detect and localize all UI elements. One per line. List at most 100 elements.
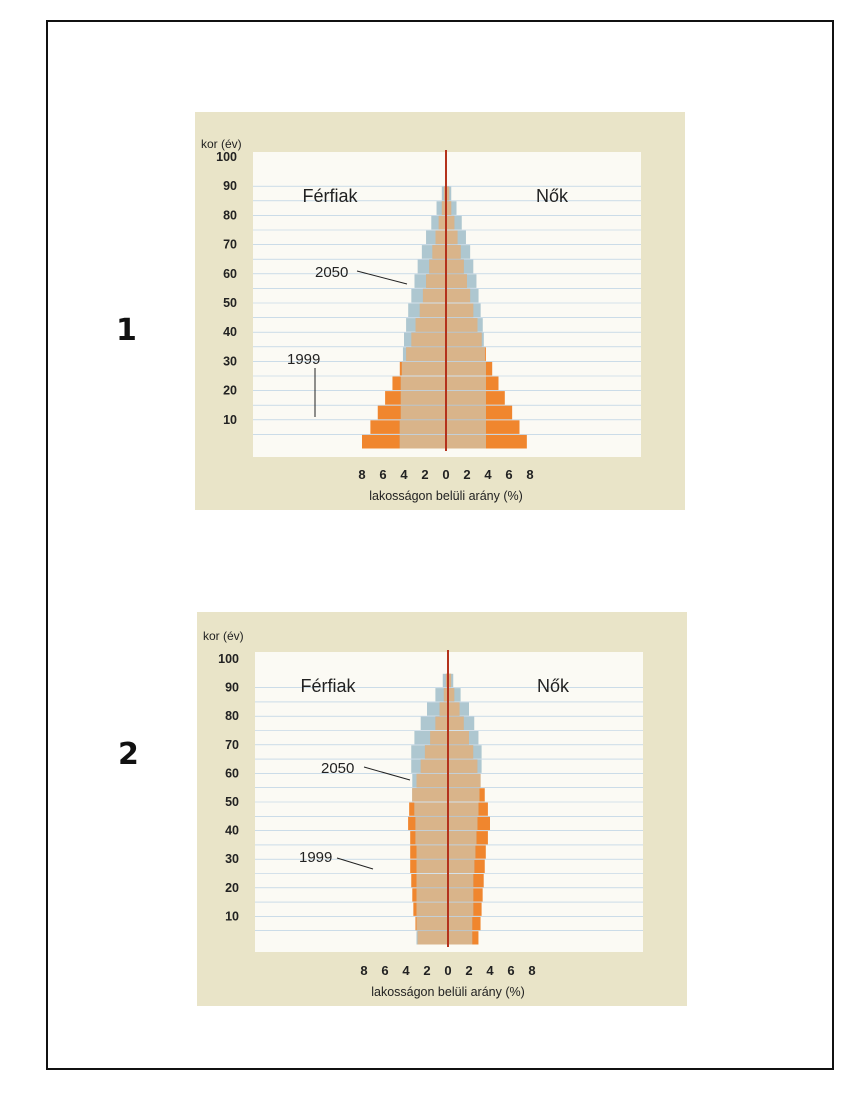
annotation-2050-pointer [356,270,408,285]
bar-overlap-female-40-45 [448,816,478,831]
x-tick-label: 6 [381,963,388,978]
y-tick-label: 50 [225,795,239,809]
figure-label-2: 2 [118,737,139,772]
y-tick-label: 40 [225,824,239,838]
bar-overlap-male-5-10 [399,420,446,434]
x-tick-label: 2 [423,963,430,978]
bar-2050-male-90-95 [442,673,448,688]
x-tick-label: 8 [360,963,367,978]
y-tick-label: 20 [223,384,237,398]
bar-overlap-male-60-65 [429,259,446,274]
bar-overlap-male-40-45 [415,816,448,831]
bar-overlap-male-15-20 [416,888,448,902]
bar-overlap-female-55-60 [448,773,481,788]
annotation-2050: 2050 [321,760,354,777]
y-tick-label: 100 [216,150,237,164]
bar-overlap-male-0-5 [417,931,448,945]
y-tick-label: 80 [223,208,237,222]
x-tick-label: 8 [528,963,535,978]
y-tick-label: 60 [225,766,239,780]
y-tick-label: 20 [225,881,239,895]
y-tick-label: 90 [223,179,237,193]
bar-overlap-female-25-30 [446,361,486,376]
y-tick-label: 90 [225,681,239,695]
bar-overlap-female-85-90 [446,186,450,201]
bar-overlap-female-75-80 [446,215,455,230]
y-tick-label: 80 [225,709,239,723]
bar-overlap-male-45-50 [419,303,446,318]
bar-overlap-male-80-85 [441,201,446,215]
bar-overlap-male-10-15 [400,405,446,420]
bar-overlap-female-40-45 [446,318,478,332]
bar-overlap-male-15-20 [400,391,446,405]
bar-overlap-female-50-55 [446,288,471,303]
bar-overlap-male-65-70 [432,245,446,259]
y-tick-label: 50 [223,296,237,310]
bar-overlap-female-15-20 [448,888,474,902]
bar-overlap-female-50-55 [448,788,480,802]
bar-overlap-female-85-90 [448,688,455,702]
bar-overlap-male-70-75 [430,731,448,745]
bar-overlap-male-50-55 [422,288,446,303]
bar-overlap-male-85-90 [443,688,448,702]
bar-overlap-female-25-30 [448,859,475,873]
x-tick-label: 6 [507,963,514,978]
bar-overlap-male-75-80 [438,215,446,230]
bar-overlap-female-70-75 [446,230,458,245]
x-tick-label: 6 [505,467,512,482]
bar-overlap-female-10-15 [446,405,486,420]
bar-overlap-male-50-55 [412,788,448,802]
y-tick-label: 70 [225,738,239,752]
bar-overlap-male-55-60 [416,773,448,788]
x-tick-label: 0 [444,963,451,978]
bar-overlap-male-20-25 [416,874,448,888]
bar-overlap-female-70-75 [448,731,469,745]
bar-overlap-female-35-40 [448,831,477,845]
bar-overlap-male-90-95 [445,673,448,688]
x-axis-label: lakosságon belüli arány (%) [371,985,525,999]
bar-overlap-male-60-65 [420,759,448,773]
bar-overlap-male-5-10 [416,916,448,931]
group-label-female: Nők [537,676,570,696]
bar-overlap-female-65-70 [448,745,474,759]
bar-overlap-female-30-35 [448,845,476,859]
bar-overlap-female-60-65 [446,259,464,274]
bar-overlap-female-10-15 [448,902,474,916]
bar-overlap-male-40-45 [415,318,446,332]
bar-overlap-male-70-75 [435,230,446,245]
bar-overlap-male-75-80 [435,716,448,730]
x-tick-label: 4 [486,963,494,978]
bar-overlap-female-20-25 [448,874,474,888]
bar-overlap-male-85-90 [443,186,446,201]
x-tick-label: 4 [402,963,410,978]
bar-overlap-male-10-15 [416,902,448,916]
bar-overlap-male-55-60 [426,274,446,288]
annotation-2050-pointer [363,766,411,781]
group-label-male: Férfiak [300,676,356,696]
bar-overlap-female-0-5 [448,931,473,945]
bar-overlap-male-30-35 [406,347,446,361]
bar-overlap-female-35-40 [446,332,482,347]
bar-overlap-male-80-85 [439,702,448,716]
bar-overlap-female-80-85 [446,201,452,215]
bar-overlap-male-45-50 [414,802,448,816]
x-tick-label: 4 [400,467,408,482]
bar-overlap-female-15-20 [446,391,486,405]
y-tick-label: 40 [223,325,237,339]
bar-overlap-female-30-35 [446,347,485,361]
bar-overlap-female-75-80 [448,716,464,730]
x-tick-label: 8 [358,467,365,482]
annotation-1999: 1999 [287,351,320,368]
x-tick-label: 6 [379,467,386,482]
y-tick-label: 10 [225,909,239,923]
y-axis-label: kor (év) [203,629,244,643]
bar-overlap-female-20-25 [446,376,486,391]
annotation-1999: 1999 [299,849,332,866]
x-axis-label: lakosságon belüli arány (%) [369,489,523,503]
bar-overlap-male-30-35 [416,845,448,859]
bar-overlap-male-25-30 [416,859,448,873]
bar-overlap-male-0-5 [399,434,446,449]
bar-overlap-female-5-10 [446,420,486,434]
